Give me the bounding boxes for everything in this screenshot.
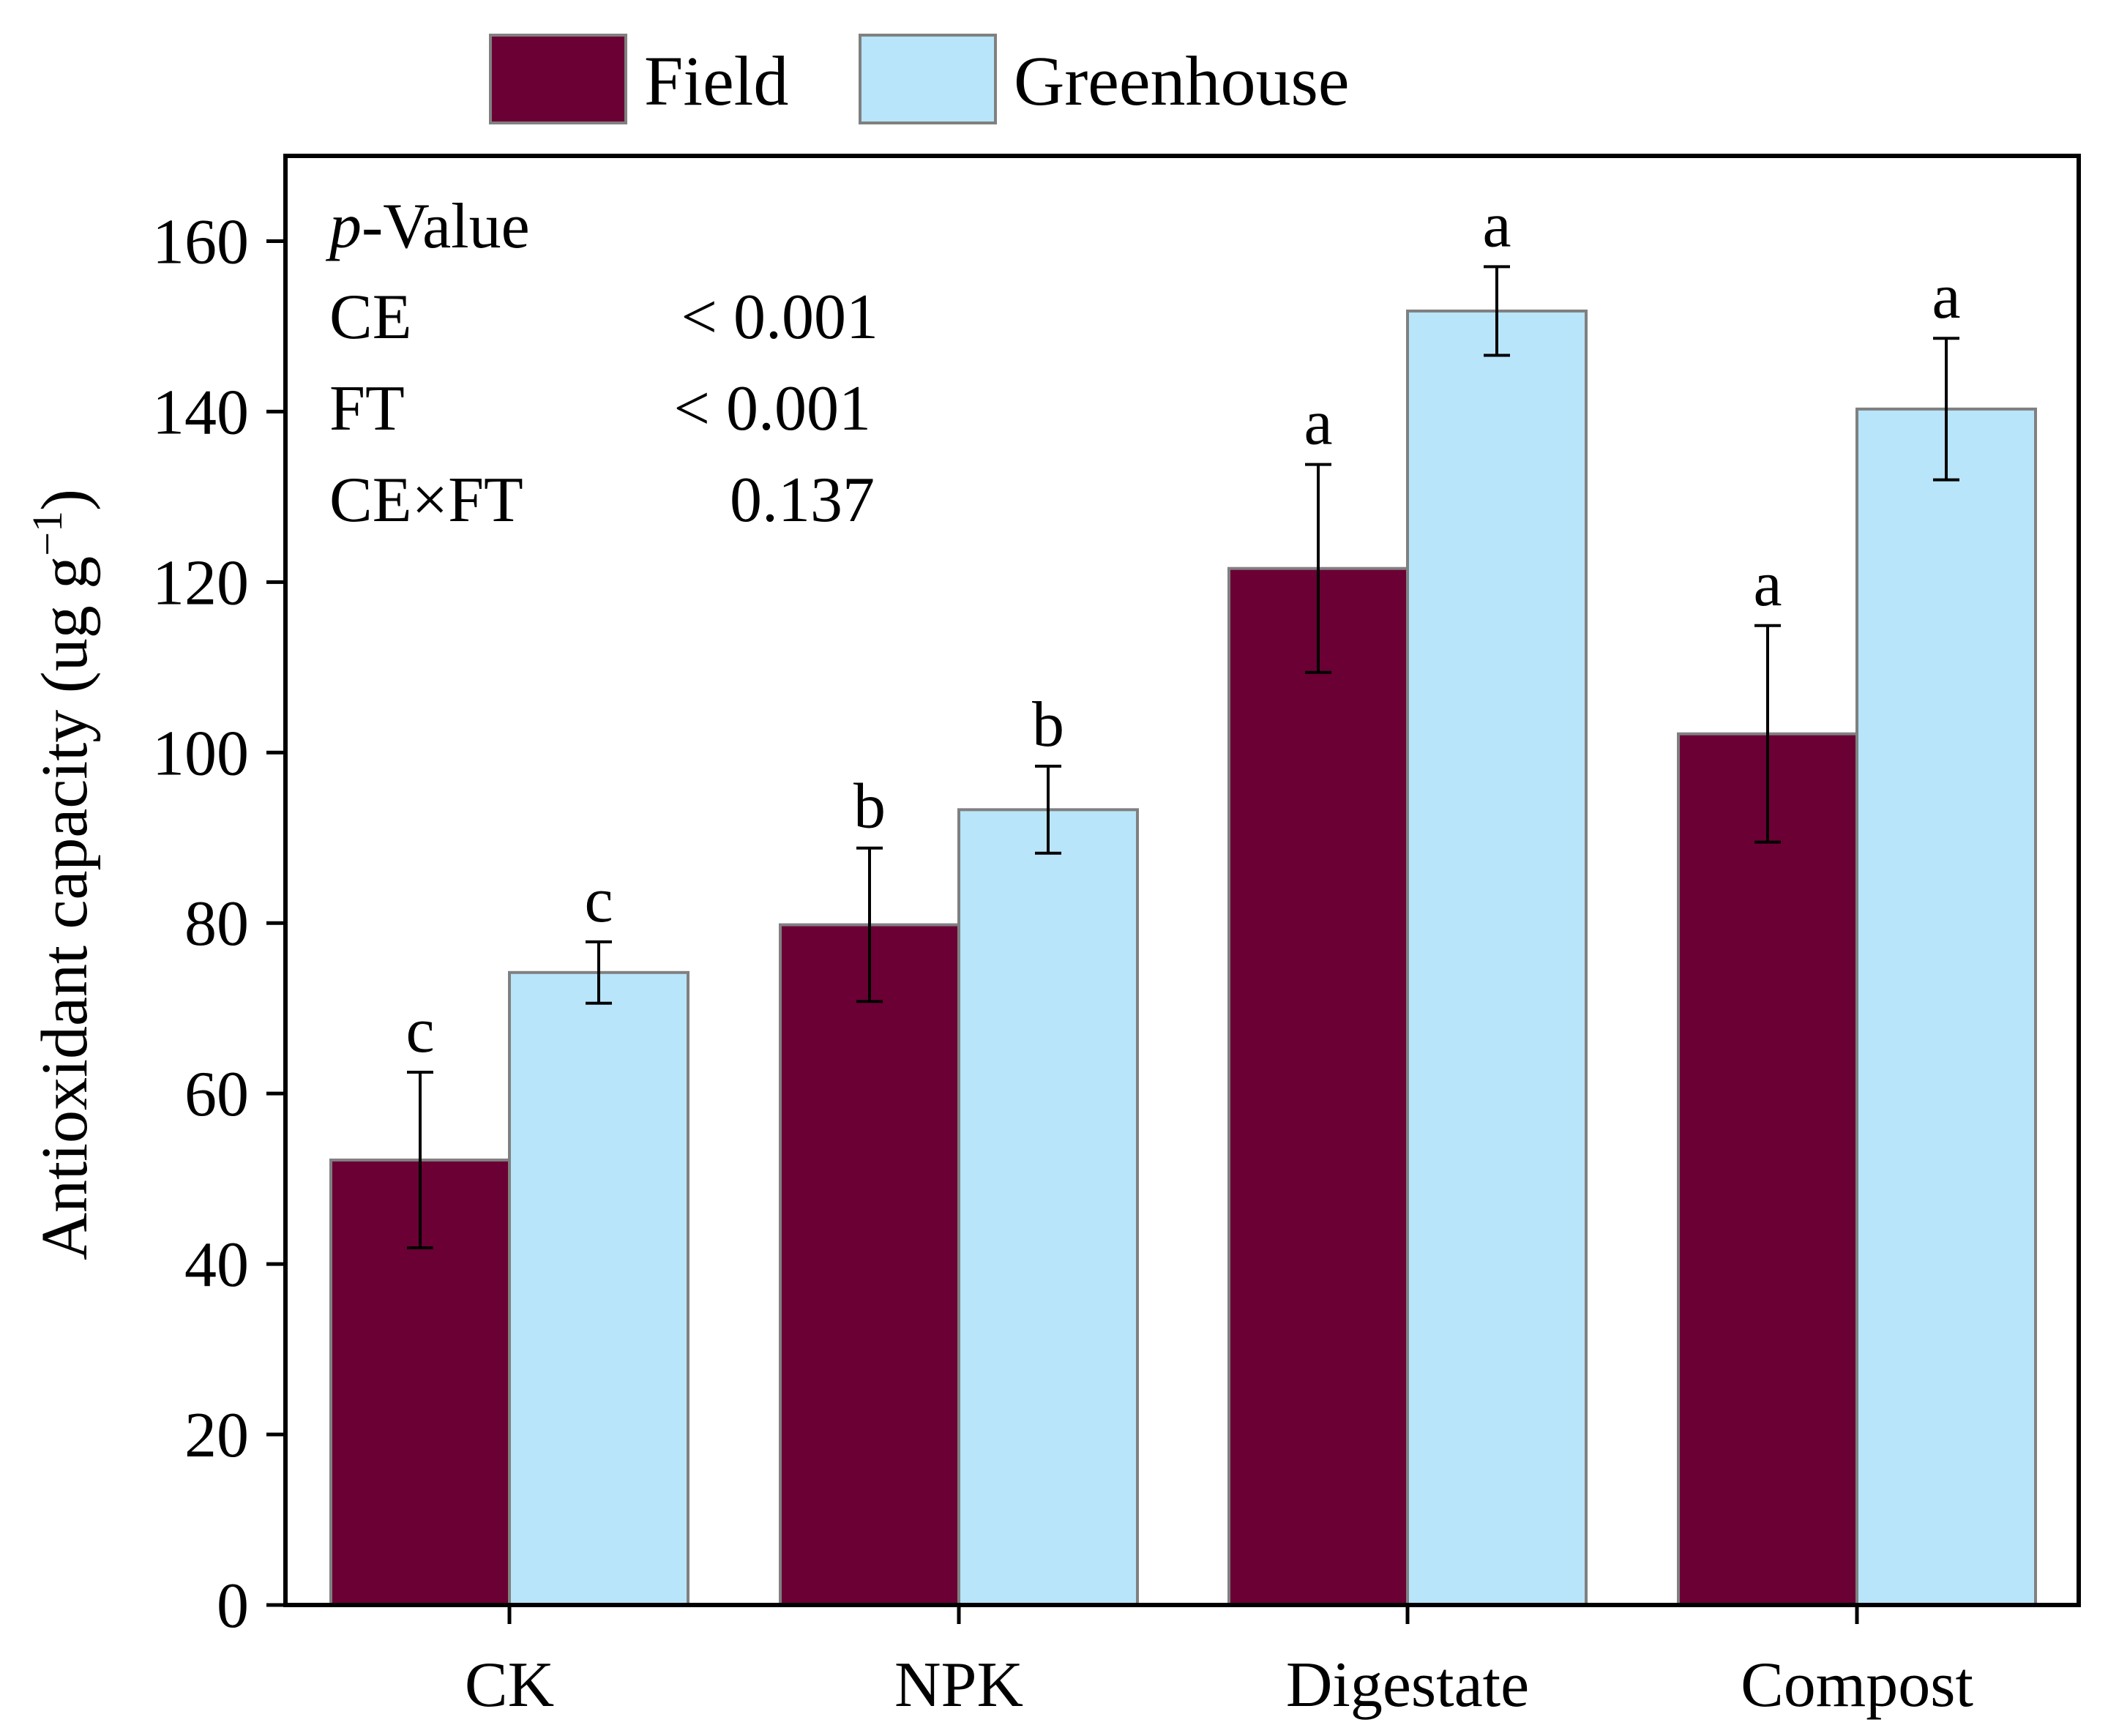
- x-tick-label-ck: CK: [465, 1650, 554, 1721]
- stats-value-cexft: 0.137: [730, 465, 875, 536]
- stats-title-rest: -Value: [362, 191, 530, 262]
- bar-field-digestate: [1227, 566, 1409, 1606]
- bar-greenhouse-npk: [957, 808, 1139, 1606]
- bar-field-npk: [779, 923, 960, 1606]
- stats-label-ce: CE: [329, 282, 411, 353]
- y-tick-label-0: 0: [217, 1571, 249, 1642]
- bar-greenhouse-digestate: [1406, 309, 1588, 1607]
- stats-label-ft: FT: [329, 373, 405, 444]
- stats-label-cexft: CE×FT: [329, 465, 523, 536]
- legend-label-greenhouse: Greenhouse: [1014, 42, 1349, 120]
- y-tick-label-140: 140: [152, 377, 249, 448]
- x-tick-label-compost: Compost: [1741, 1650, 1973, 1721]
- stats-title: p-Value: [325, 191, 530, 262]
- legend: Field Greenhouse: [489, 34, 1349, 124]
- stats-annotation: p-Value CE < 0.001 FT < 0.001 CE×FT 0.13…: [325, 191, 878, 536]
- y-tick-label-120: 120: [152, 547, 249, 618]
- stats-value-ft: < 0.001: [673, 373, 871, 444]
- stats-value-ce: < 0.001: [681, 282, 878, 353]
- x-tick-label-npk: NPK: [894, 1650, 1023, 1721]
- significance-letter-greenhouse-npk: b: [1032, 689, 1064, 760]
- y-tick-label-20: 20: [184, 1400, 249, 1471]
- y-axis-title-superscript: −1: [23, 511, 71, 556]
- bar-field-compost: [1677, 732, 1858, 1607]
- plot-area: c c CK b b NPK a a Digestate a a Compost 0 20 40 60 80 10…: [152, 190, 2037, 1721]
- significance-letter-greenhouse-digestate: a: [1482, 190, 1511, 261]
- x-tick-label-digestate: Digestate: [1286, 1650, 1529, 1721]
- legend-swatch-greenhouse: [859, 34, 997, 124]
- significance-letter-greenhouse-compost: a: [1932, 261, 1960, 332]
- y-tick-label-60: 60: [184, 1059, 249, 1130]
- significance-letter-greenhouse-ck: c: [584, 865, 613, 936]
- plot-frame: [283, 154, 2081, 1607]
- y-tick-label-160: 160: [152, 206, 249, 277]
- y-axis-title-suffix: ): [29, 489, 101, 511]
- significance-letter-field-ck: c: [405, 995, 434, 1066]
- bar-greenhouse-compost: [1855, 407, 2037, 1607]
- legend-swatch-field: [489, 34, 627, 124]
- bar-greenhouse-ck: [508, 970, 689, 1606]
- y-tick-label-40: 40: [184, 1230, 249, 1301]
- significance-letter-field-npk: b: [853, 771, 886, 842]
- significance-letter-field-compost: a: [1753, 549, 1782, 620]
- y-tick-label-80: 80: [184, 888, 249, 959]
- stats-title-p: p: [325, 191, 362, 262]
- significance-letter-field-digestate: a: [1304, 388, 1332, 459]
- legend-label-field: Field: [644, 42, 788, 120]
- y-axis-title: Antioxidant capacity (ug g−1): [23, 489, 101, 1260]
- y-axis-title-main: Antioxidant capacity (ug g: [29, 556, 101, 1260]
- y-tick-label-100: 100: [152, 718, 249, 789]
